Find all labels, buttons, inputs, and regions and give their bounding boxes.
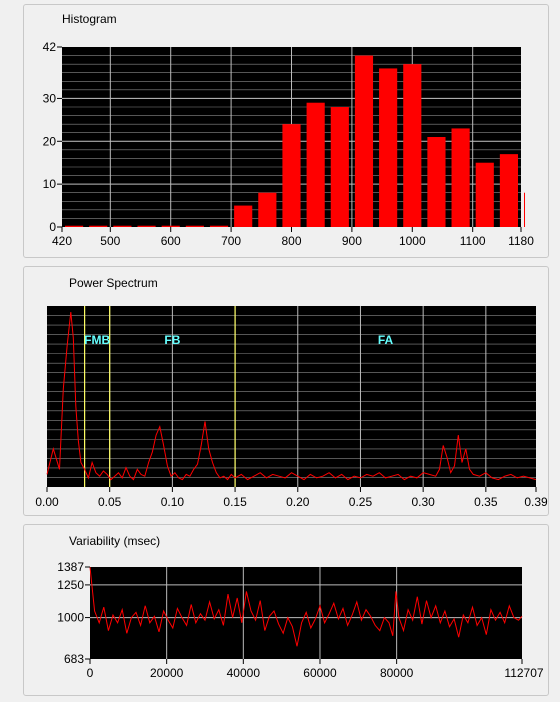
band-label: FA	[378, 333, 394, 347]
histogram-bar	[475, 162, 494, 227]
plot-background	[47, 306, 536, 487]
band-label: FMB	[84, 333, 110, 347]
histogram-bar	[330, 107, 349, 227]
spectrum-line	[46, 311, 537, 481]
y-tick-label: 10	[43, 177, 57, 191]
x-tick-label: 0.00	[35, 495, 59, 509]
y-tick-label: 683	[64, 652, 84, 666]
histogram-title: Histogram	[62, 12, 117, 26]
histogram-bar	[89, 225, 108, 227]
x-tick-label: 0.20	[286, 495, 310, 509]
histogram-bar	[451, 128, 470, 227]
x-tick-label: 0.30	[411, 495, 435, 509]
x-tick-label: 20000	[150, 666, 184, 680]
variability-line	[89, 566, 523, 647]
y-tick-label: 1250	[57, 578, 84, 592]
histogram-bar	[258, 192, 277, 227]
histogram-bar	[379, 68, 398, 227]
x-tick-label: 800	[281, 234, 301, 248]
x-tick-label: 0.25	[349, 495, 373, 509]
histogram-bar	[499, 154, 518, 227]
histogram-bar	[185, 225, 204, 227]
x-tick-label: 0	[87, 666, 94, 680]
y-tick-label: 1000	[57, 611, 84, 625]
x-tick-label: 60000	[303, 666, 337, 680]
x-tick-label: 40000	[227, 666, 261, 680]
y-tick-label: 42	[43, 40, 57, 54]
histogram-chart: 0 10 20 30 42 420 500 600 700 800 900 1000 1100 1180	[43, 40, 535, 248]
y-tick-label: 0	[49, 220, 56, 234]
histogram-bar	[524, 192, 525, 227]
x-tick-label: 0.15	[223, 495, 247, 509]
x-tick-label: 0.05	[98, 495, 122, 509]
histogram-bar	[427, 137, 446, 227]
x-tick-label: 700	[221, 234, 241, 248]
histogram-bar	[234, 205, 253, 227]
histogram-bar	[113, 225, 132, 227]
variability-chart: 683 1000 1250 1387 0 20000 40000 60000 80000 1127…	[57, 560, 544, 680]
y-tick-label: 20	[43, 134, 57, 148]
x-tick-label: 80000	[380, 666, 414, 680]
x-tick-label: 0.35	[474, 495, 498, 509]
histogram-bar	[282, 124, 301, 227]
x-tick-label: 420	[52, 234, 72, 248]
x-tick-label: 500	[100, 234, 120, 248]
histogram-bar	[161, 225, 180, 227]
histogram-bar	[209, 225, 229, 227]
x-tick-label: 0.39	[524, 495, 548, 509]
y-tick-label: 1387	[57, 560, 84, 574]
histogram-bar	[306, 102, 325, 227]
histogram-bar	[65, 225, 84, 227]
x-tick-label: 0.10	[161, 495, 185, 509]
power-spectrum-title: Power Spectrum	[69, 276, 158, 290]
x-tick-label: 900	[342, 234, 362, 248]
x-tick-label: 112707	[504, 666, 543, 680]
y-tick-label: 30	[43, 91, 57, 105]
histogram-bar	[403, 64, 422, 228]
x-tick-label: 600	[161, 234, 181, 248]
histogram-bar	[354, 55, 374, 228]
histogram-bar	[137, 225, 156, 227]
variability-title: Variability (msec)	[69, 534, 161, 548]
power-spectrum-chart: FMB FB FA 0.00 0.05 0.10 0.15 0.20 0.25 0.30 0.35 0…	[35, 306, 548, 509]
x-tick-label: 1000	[399, 234, 426, 248]
x-tick-label: 1100	[460, 234, 486, 248]
x-tick-label: 1180	[508, 234, 534, 248]
band-label: FB	[164, 333, 180, 347]
